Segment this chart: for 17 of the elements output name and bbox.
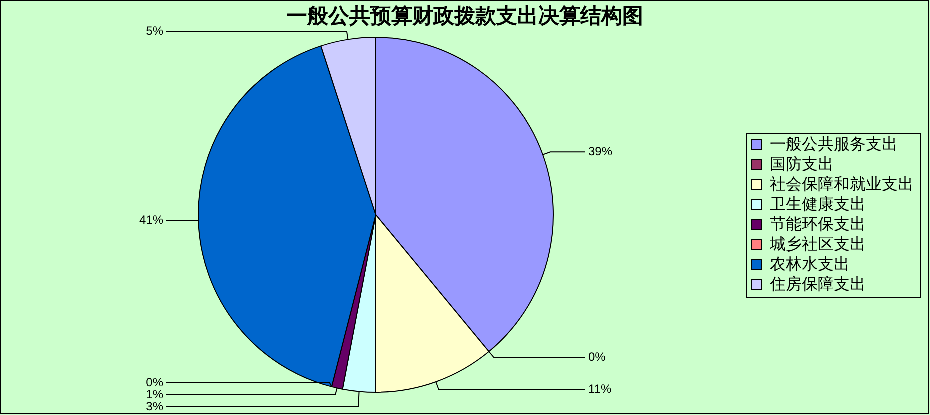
chart-title: 一般公共预算财政拨款支出决算结构图 xyxy=(286,4,644,28)
legend-label: 住房保障支出 xyxy=(769,275,866,294)
legend-label: 一般公共服务支出 xyxy=(770,135,898,154)
data-label: 11% xyxy=(588,382,612,396)
legend-label: 卫生健康支出 xyxy=(770,195,866,214)
text: 0% xyxy=(146,375,164,390)
text: 0% xyxy=(588,350,606,364)
legend-label: 农林水支出 xyxy=(770,255,850,274)
data-label: 1% xyxy=(146,387,164,402)
legend-label: 节能环保支出 xyxy=(770,215,866,234)
data-label: 39% xyxy=(588,144,613,158)
data-label: 3% xyxy=(146,399,164,414)
legend-label: 社会保障和就业支出 xyxy=(770,175,914,194)
legend-label: 城乡社区支出 xyxy=(769,235,866,254)
data-label: 5% xyxy=(146,24,164,38)
data-label: 41% xyxy=(139,213,164,228)
legend-label: 国防支出 xyxy=(770,155,834,174)
